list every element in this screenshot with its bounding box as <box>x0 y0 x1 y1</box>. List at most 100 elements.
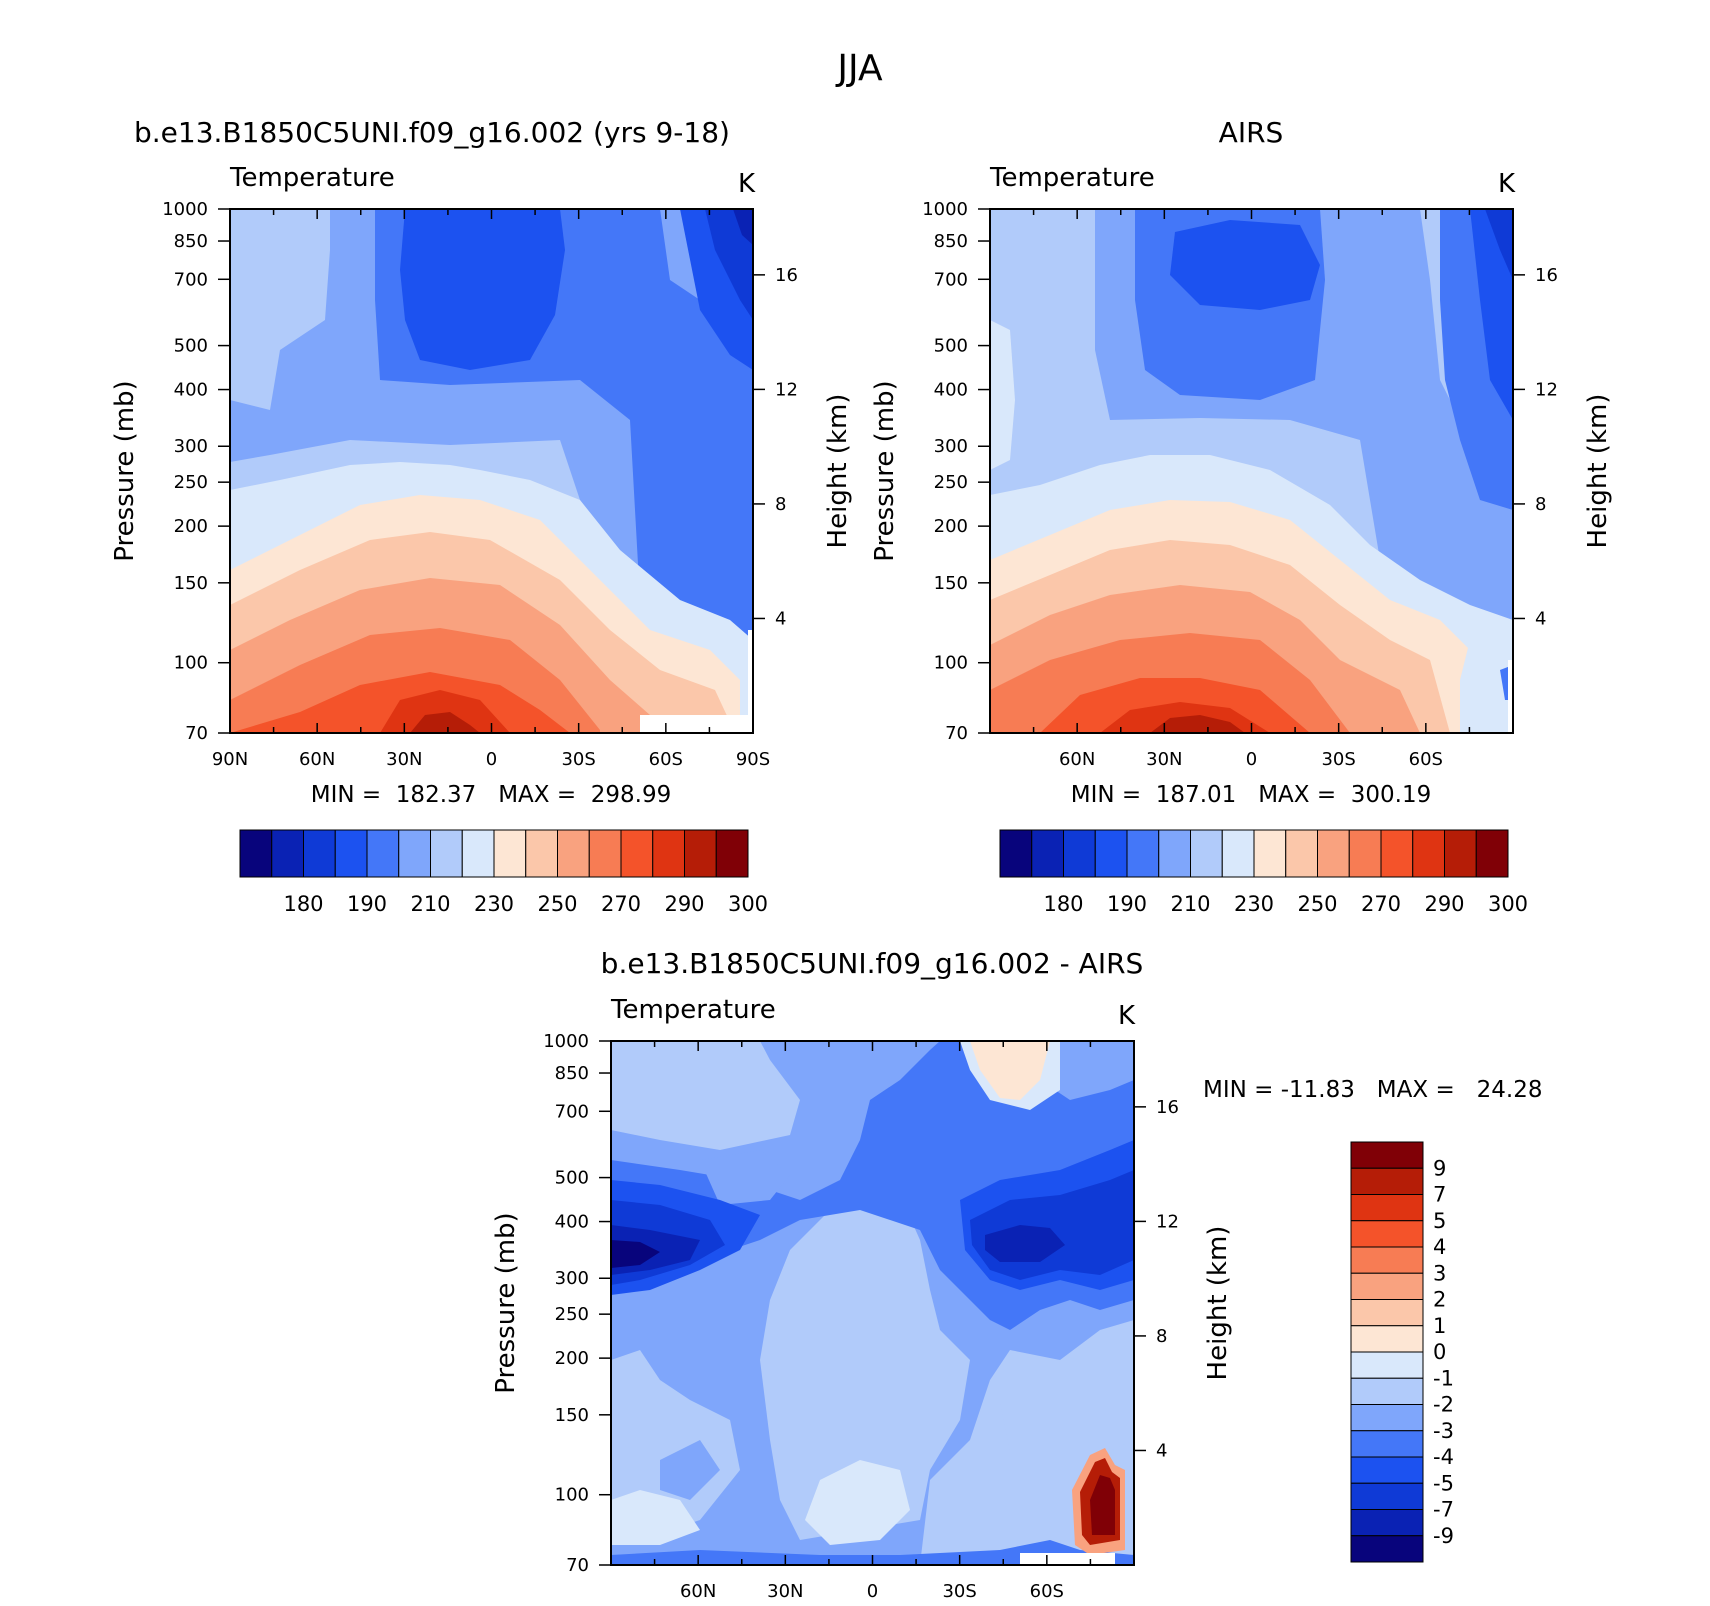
y-tick-label: 250 <box>174 472 208 493</box>
y-tick-label: 500 <box>174 336 208 357</box>
panel-model-units: K <box>738 169 756 199</box>
y-tick-label-right: 16 <box>1156 1097 1179 1118</box>
colorbar-label: 190 <box>1107 892 1147 916</box>
colorbar-swatch <box>1475 829 1509 878</box>
x-tick-label: 30N <box>386 749 422 770</box>
colorbar-swatch <box>1190 829 1223 878</box>
x-tick-label: 0 <box>486 749 497 770</box>
panel-difference: b.e13.B1850C5UNI.f09_g16.002 - AIRS Temp… <box>491 947 1543 1602</box>
y-tick-label: 1000 <box>922 199 968 220</box>
y-tick-label: 150 <box>174 573 208 594</box>
colorbar-label: 9 <box>1433 1156 1446 1180</box>
colorbar-swatch <box>303 829 336 878</box>
x-tick-label: 60N <box>680 1581 716 1602</box>
y-tick-label-right: 8 <box>775 494 786 515</box>
colorbar-swatch <box>1350 1535 1424 1563</box>
colorbar-label: 290 <box>1424 892 1464 916</box>
contour-fill-200 <box>1170 220 1320 310</box>
colorbar-swatch <box>1350 1351 1424 1379</box>
colorbar-swatch <box>588 829 622 878</box>
colorbar-label: -1 <box>1433 1366 1454 1390</box>
missing-data <box>1508 660 1513 733</box>
colorbar-label: 4 <box>1433 1235 1446 1259</box>
contour-fill-190 <box>705 209 753 320</box>
panel-model-subtitle: Temperature <box>229 163 395 193</box>
colorbar-swatch <box>1380 829 1414 878</box>
colorbar-swatch <box>1350 1246 1424 1274</box>
contour-fill-1-top <box>970 1041 1050 1100</box>
y-tick-label: 70 <box>566 1555 589 1576</box>
panel-difference-subtitle: Temperature <box>610 995 776 1025</box>
y-tick-label: 200 <box>174 516 208 537</box>
y-tick-label: 100 <box>174 653 208 674</box>
y-tick-label: 850 <box>934 231 968 252</box>
panel-difference-units: K <box>1118 1001 1136 1031</box>
colorbar-label: 190 <box>347 892 387 916</box>
y-tick-label: 400 <box>174 380 208 401</box>
x-tick-label: 30S <box>942 1581 976 1602</box>
colorbar-label: 210 <box>1170 892 1210 916</box>
colorbar-swatch <box>1350 1272 1424 1300</box>
x-tick-label: 30S <box>561 749 595 770</box>
colorbar-swatch <box>1350 1404 1424 1432</box>
colorbar-swatch <box>1412 829 1445 878</box>
colorbar-label: 300 <box>728 892 768 916</box>
colorbar-swatch <box>1350 1430 1424 1458</box>
y-tick-label-right: 8 <box>1535 494 1546 515</box>
y-tick-label: 150 <box>555 1405 589 1426</box>
panel-difference-ylabel: Pressure (mb) <box>491 1212 521 1393</box>
colorbar-swatch <box>1350 1509 1424 1537</box>
y-tick-label: 700 <box>174 269 208 290</box>
y-tick-label: 300 <box>934 436 968 457</box>
contour-fill-minus2-west <box>660 1440 720 1500</box>
panel-difference-contour-field <box>611 1041 1134 1565</box>
colorbar-swatch <box>557 829 590 878</box>
x-tick-label: 0 <box>867 1581 878 1602</box>
colorbar-swatch <box>1350 1299 1424 1327</box>
colorbar-label: 180 <box>1043 892 1083 916</box>
colorbar-swatch <box>1063 829 1096 878</box>
colorbar-swatch <box>271 829 304 878</box>
colorbar-swatch <box>1094 829 1128 878</box>
colorbar-swatch <box>1221 829 1255 878</box>
panel-airs-ylabel-right: Height (km) <box>1583 394 1613 549</box>
colorbar-swatch <box>1317 829 1350 878</box>
colorbar-swatch <box>1031 829 1064 878</box>
y-tick-label-right: 16 <box>775 265 798 286</box>
colorbar-swatch <box>1350 1167 1424 1195</box>
contour-fill-minus1-mid <box>760 1195 970 1540</box>
panel-model-axes: 90N 60N 30N 0 30S 60S 90S 70 100 150 200 250 300 400 5… <box>162 199 798 770</box>
colorbar-label: -2 <box>1433 1393 1454 1417</box>
colorbar-swatch <box>1348 829 1382 878</box>
panel-airs-contour-field <box>990 209 1513 733</box>
panel-model-colorbar: 180 190 210 230 250 270 290 300 <box>239 829 768 916</box>
y-tick-label: 70 <box>185 723 208 744</box>
y-tick-label-right: 4 <box>775 608 786 629</box>
x-tick-label: 60S <box>1409 749 1443 770</box>
x-tick-label: 0 <box>1246 749 1257 770</box>
figure-title: JJA <box>835 48 883 89</box>
missing-data <box>748 630 753 733</box>
colorbar-swatch <box>1350 1377 1424 1405</box>
colorbar-label: -3 <box>1433 1419 1454 1443</box>
y-tick-label: 700 <box>555 1101 589 1122</box>
panel-airs-axes: 60N 30N 0 30S 60S 70 100 150 200 250 300 400 500 700 8… <box>922 199 1558 770</box>
panel-airs-subtitle: Temperature <box>989 163 1155 193</box>
y-tick-label-right: 8 <box>1156 1326 1167 1347</box>
colorbar-label: 210 <box>410 892 450 916</box>
colorbar-label: 2 <box>1433 1288 1446 1312</box>
colorbar-label: 250 <box>537 892 577 916</box>
colorbar-swatch <box>1253 829 1287 878</box>
colorbar-swatch <box>684 829 717 878</box>
colorbar-label: 270 <box>601 892 641 916</box>
colorbar-swatch <box>620 829 654 878</box>
colorbar-label: 180 <box>283 892 323 916</box>
panel-difference-ylabel-right: Height (km) <box>1203 1226 1233 1381</box>
panel-model: b.e13.B1850C5UNI.f09_g16.002 (yrs 9-18) … <box>110 116 853 916</box>
colorbar-swatch <box>1350 1325 1424 1353</box>
colorbar-swatch <box>525 829 558 878</box>
x-tick-label: 60S <box>1030 1581 1064 1602</box>
y-tick-label-right: 12 <box>1156 1211 1179 1232</box>
panel-airs-title: AIRS <box>1219 116 1284 149</box>
contour-fill-300 <box>410 712 480 733</box>
